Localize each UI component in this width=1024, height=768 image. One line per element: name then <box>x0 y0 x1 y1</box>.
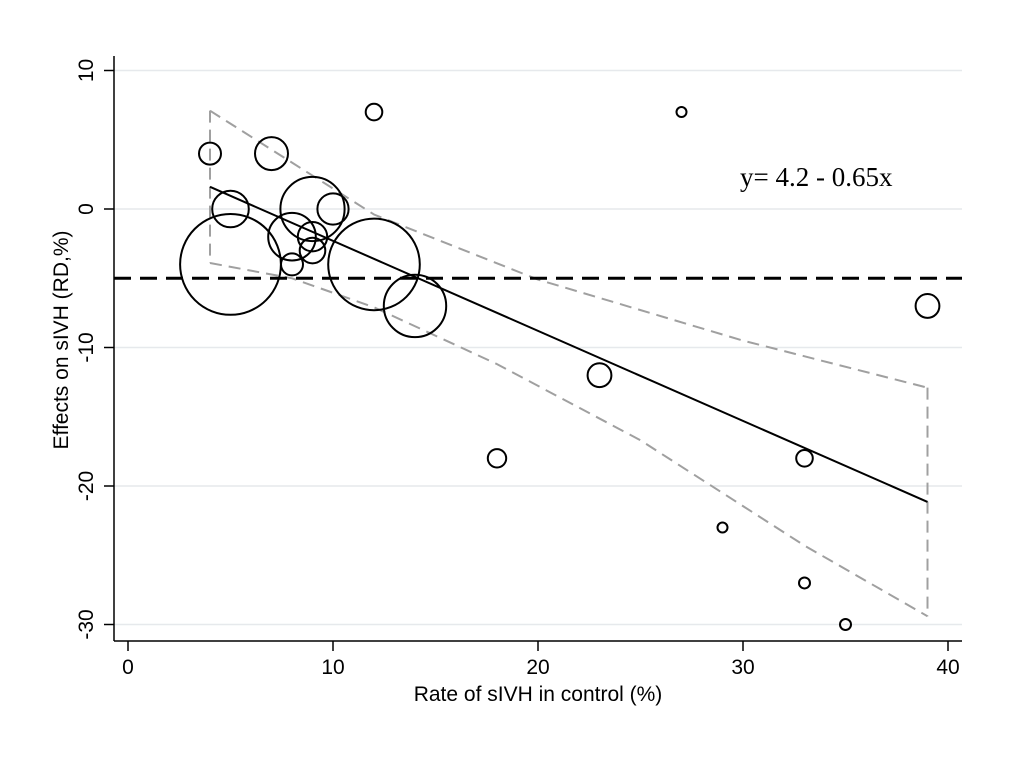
fit-line <box>209 185 928 503</box>
x-tick-label-0: 0 <box>122 656 134 679</box>
y-axis-ticks: 10 0 -10 -20 -30 <box>75 59 114 640</box>
data-point-3 <box>254 136 289 172</box>
data-point-10 <box>364 102 384 122</box>
data-point-2 <box>179 213 282 316</box>
data-point-7 <box>296 221 329 253</box>
data-point-14 <box>586 362 613 389</box>
x-tick-label-1: 10 <box>321 656 344 679</box>
gridlines <box>114 69 962 626</box>
data-point-11 <box>327 217 421 312</box>
x-tick-label-4: 40 <box>936 656 959 679</box>
band-upper <box>209 109 928 389</box>
y-tick-label-0: 10 <box>75 59 98 82</box>
y-tick-label-3: -20 <box>75 471 98 501</box>
data-point-8 <box>298 236 327 265</box>
data-point-9 <box>316 192 350 226</box>
data-point-17 <box>795 449 814 468</box>
data-point-19 <box>839 618 852 631</box>
data-point-20 <box>914 293 941 319</box>
data-point-13 <box>486 448 508 469</box>
data-points <box>179 102 941 631</box>
regression-line <box>209 185 928 503</box>
band-lower <box>209 262 928 618</box>
y-axis-title: Effects on sIVH (RD,%) <box>50 230 73 449</box>
y-tick-label-1: 0 <box>75 203 98 215</box>
x-axis-ticks: 0 10 20 30 40 <box>122 641 960 679</box>
fit-equation: y= 4.2 - 0.65x <box>740 162 893 192</box>
y-tick-label-4: -30 <box>75 609 98 639</box>
data-point-0 <box>198 141 222 166</box>
data-point-6 <box>279 175 346 243</box>
data-point-18 <box>798 576 811 590</box>
y-tick-label-2: -10 <box>75 332 98 362</box>
axes <box>113 56 962 642</box>
data-point-12 <box>382 273 448 339</box>
data-point-16 <box>716 521 729 534</box>
x-tick-label-3: 30 <box>731 656 754 679</box>
data-point-5 <box>280 252 304 277</box>
data-point-15 <box>675 106 688 119</box>
data-point-4 <box>267 211 317 262</box>
x-axis-title: Rate of sIVH in control (%) <box>414 683 663 706</box>
data-point-1 <box>211 189 250 229</box>
x-tick-label-2: 20 <box>526 656 549 679</box>
